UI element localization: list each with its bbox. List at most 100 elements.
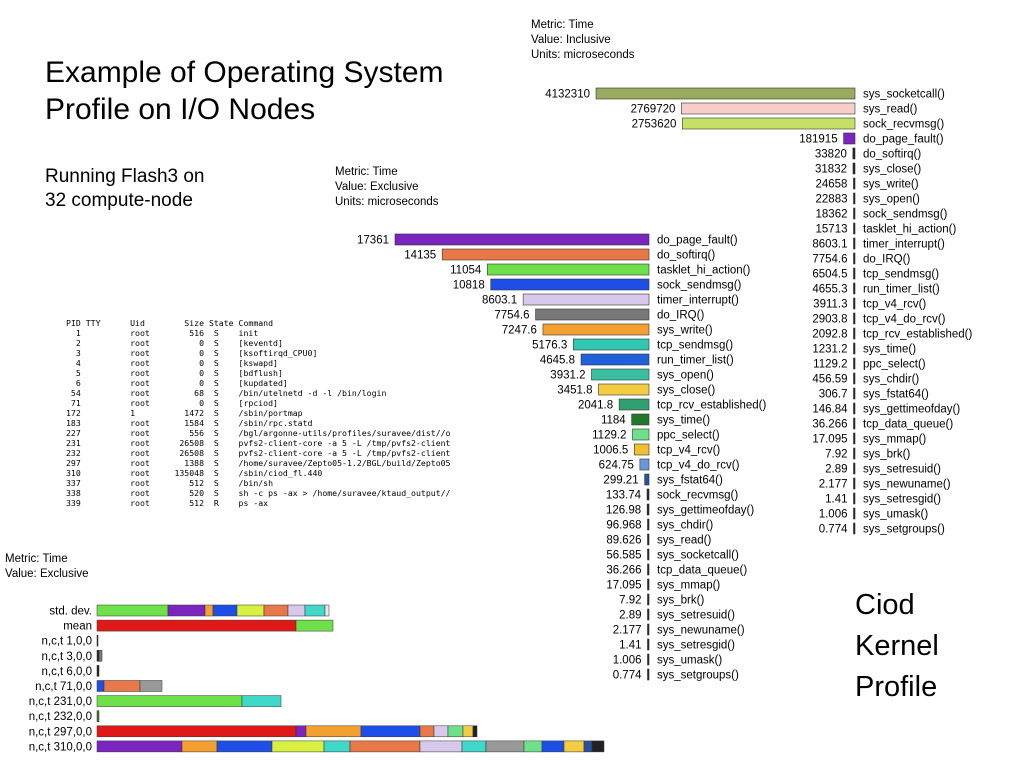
exclusive-bar [647,563,650,576]
inclusive-function-label: tcp_v4_rcv() [863,299,926,311]
inclusive-value-label: 1129.2 [813,359,847,371]
exclusive-bar [542,323,650,336]
node-bar-segment [419,740,463,753]
inclusive-value-label: 31832 [815,164,847,176]
exclusive-function-label: do_IRQ() [657,310,704,322]
slide-title-line-2: Profile on I/O Nodes [45,93,316,126]
exclusive-bar [647,653,650,666]
process-row: 310 root 135048 S /sbin/ciod_fl.440 [66,468,323,478]
exclusive-value-label: 17361 [357,235,389,247]
inclusive-bar [853,492,856,505]
inclusive-bar [681,102,856,115]
exclusive-value-label: 36.266 [606,565,641,577]
inclusive-function-label: sys_read() [863,104,917,116]
process-row: 172 1 1472 S /sbin/portmap [66,408,303,418]
inclusive-bar [853,447,856,460]
node-label: n,c,t 310,0,0 [29,741,92,753]
node-bar-segment [563,740,585,753]
exclusive-bar [394,233,650,246]
process-table: PID TTY Uid Size State Command 1 root 51… [66,318,451,508]
exclusive-function-label: tcp_data_queue() [657,565,747,577]
inclusive-value-label: 2753620 [632,119,677,131]
process-row: 3 root 0 S [ksoftirqd_CPU0] [66,348,318,358]
inclusive-value-label: 7.92 [825,449,847,461]
inclusive-value-label: 1.006 [819,509,848,521]
inclusive-value-label: 146.84 [812,404,848,416]
inclusive-bar [853,192,856,205]
inclusive-units-line: Units: microseconds [531,49,635,61]
node-bar-segment [241,695,282,707]
exclusive-bar [490,278,650,291]
inclusive-bar [853,297,856,310]
exclusive-bar [486,263,650,276]
node-bar-segment [485,740,525,753]
exclusive-function-label: sys_chdir() [657,520,713,532]
node-bar-segment [304,604,326,617]
exclusive-value-line: Value: Exclusive [335,181,419,193]
exclusive-function-label: sys_write() [657,325,713,337]
process-row: 337 root 512 S /bin/sh [66,478,274,488]
inclusive-value-label: 2092.8 [812,329,847,341]
node-bar-segment [523,740,543,753]
node-bar-segment [591,740,605,753]
inclusive-bar [853,372,856,385]
inclusive-bar [853,312,856,325]
exclusive-bar [647,638,650,651]
node-bar-segment [462,725,474,738]
node-bar-segment [96,680,105,692]
slide-title: Example of Operating System Profile on I… [45,54,444,128]
inclusive-bar [852,162,856,175]
exclusive-value-label: 1.41 [619,640,641,652]
inclusive-value-label: 2903.8 [812,314,847,326]
exclusive-value-label: 1006.5 [593,445,628,457]
exclusive-bar [591,368,650,381]
node-bar-segment [360,725,421,738]
exclusive-function-label: timer_interrupt() [657,295,739,307]
inclusive-function-label: sock_sendmsg() [863,209,948,221]
exclusive-value-label: 2041.8 [578,400,613,412]
inclusive-bar [853,282,856,295]
node-label: n,c,t 1,0,0 [41,636,92,648]
process-row: 1 root 516 S init [66,328,259,338]
inclusive-function-label: sys_time() [863,344,916,356]
exclusive-bar [535,308,650,321]
inclusive-bar [843,132,856,145]
inclusive-bar [853,522,856,535]
inclusive-metric-header: Metric: Time Value: Inclusive Units: mic… [531,18,635,63]
inclusive-function-label: sys_newuname() [863,479,951,491]
inclusive-function-label: sys_chdir() [863,374,919,386]
node-bar-segment [204,604,214,617]
node-bar-segment [461,740,487,753]
inclusive-bar [853,462,856,475]
inclusive-value-label: 15713 [816,224,848,236]
exclusive-function-label: sock_recvmsg() [657,490,738,502]
inclusive-value-label: 456.59 [812,374,847,386]
inclusive-function-label: sys_open() [863,194,920,206]
inclusive-bar [853,252,856,265]
exclusive-function-label: sys_close() [657,385,715,397]
inclusive-value-label: 4655.3 [812,284,847,296]
node-bar-segment [472,725,478,738]
inclusive-function-label: sys_fstat64() [863,389,929,401]
exclusive-function-label: sys_read() [657,535,711,547]
exclusive-function-label: sys_brk() [657,595,704,607]
exclusive-function-label: sys_setresgid() [657,640,735,652]
node-bar-segment [236,604,265,617]
inclusive-bar [852,147,856,160]
node-label: n,c,t 231,0,0 [29,696,92,708]
inclusive-bar [853,477,856,490]
node-bar-segment [181,740,218,753]
inclusive-function-label: tcp_sendmsg() [863,269,939,281]
node-label: n,c,t 232,0,0 [29,711,92,723]
inclusive-bar [853,222,856,235]
exclusive-bar [598,383,650,396]
inclusive-bar [853,417,856,430]
exclusive-value-label: 299.21 [603,475,638,487]
node-bar-segment [263,604,289,617]
exclusive-bar [646,503,650,516]
node-label: std. dev. [49,606,92,618]
inclusive-function-label: timer_interrupt() [863,239,945,251]
inclusive-value-label: 17.095 [812,434,847,446]
node-bar-segment [324,604,330,617]
exclusive-function-label: do_page_fault() [657,235,738,247]
